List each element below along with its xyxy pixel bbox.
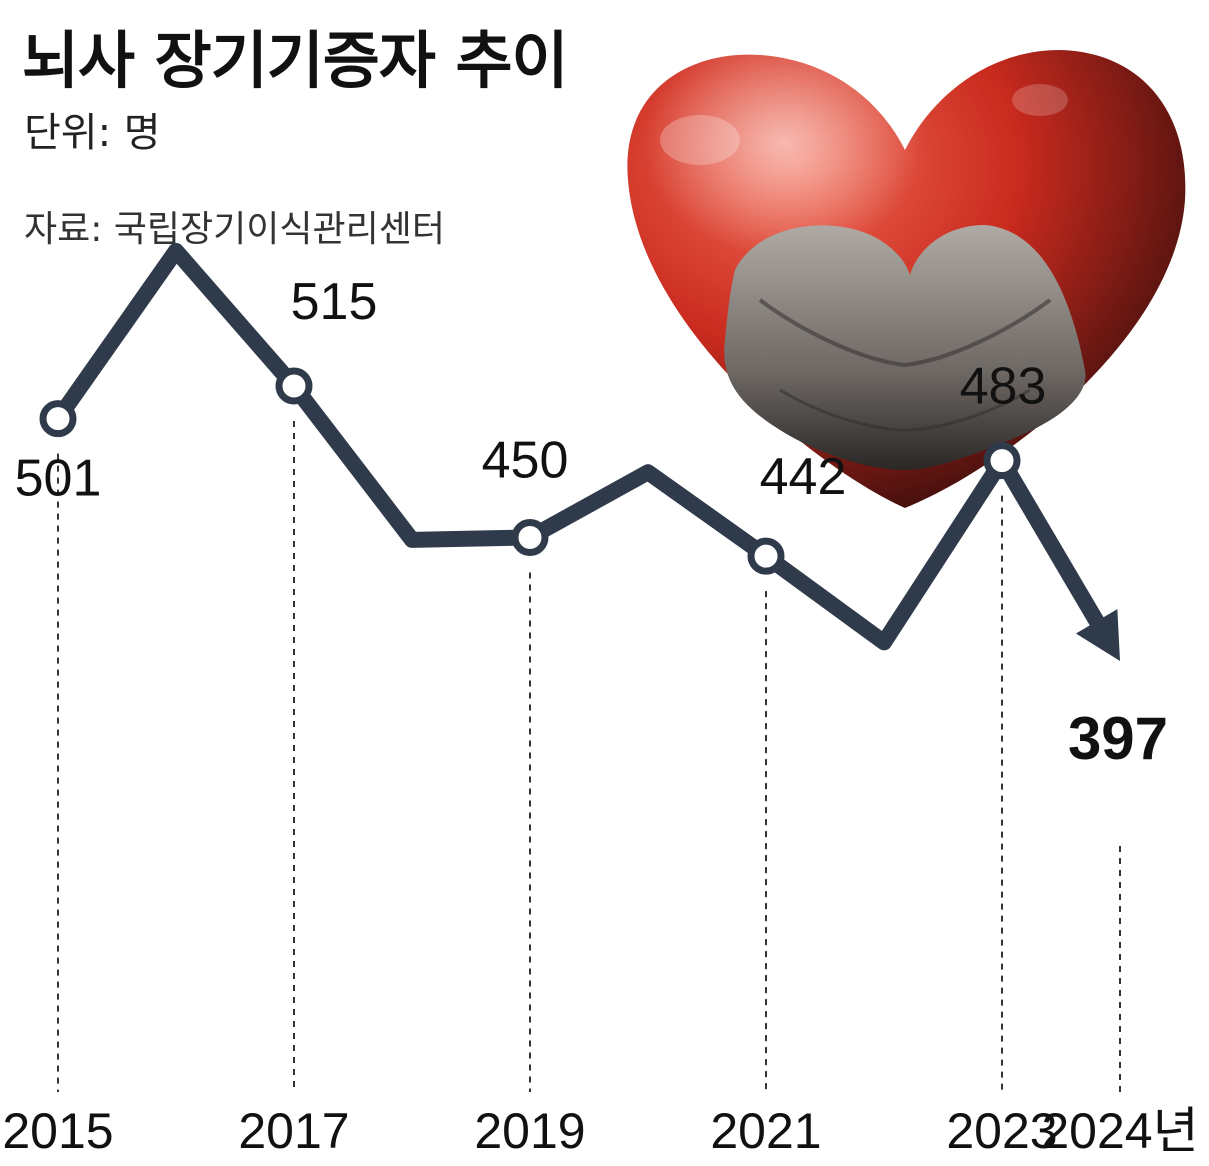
data-labels: 501 515 450 442 483 397 bbox=[15, 273, 1168, 772]
data-point-2015 bbox=[39, 400, 77, 438]
guide-lines bbox=[57, 421, 1121, 1092]
x-tick-2021: 2021 bbox=[710, 1103, 821, 1159]
data-label-2021: 442 bbox=[760, 448, 847, 506]
data-markers bbox=[39, 367, 1021, 575]
data-point-2017 bbox=[275, 367, 313, 405]
chart-title: 뇌사 장기기증자 추이 bbox=[22, 24, 569, 97]
heart-hands-illustration bbox=[627, 50, 1186, 508]
x-tick-2023: 2023 bbox=[946, 1103, 1057, 1159]
x-tick-2015: 2015 bbox=[2, 1103, 113, 1159]
x-tick-2019: 2019 bbox=[474, 1103, 585, 1159]
unit-label: 단위: 명 bbox=[24, 110, 161, 156]
source-label: 자료: 국립장기이식관리센터 bbox=[24, 209, 446, 250]
data-label-2019: 450 bbox=[482, 432, 569, 490]
x-tick-2024: 2024년 bbox=[1041, 1103, 1198, 1159]
data-label-2015: 501 bbox=[15, 450, 102, 508]
data-label-2017: 515 bbox=[291, 273, 378, 331]
series-line bbox=[50, 242, 1120, 661]
x-tick-2017: 2017 bbox=[238, 1103, 349, 1159]
data-point-2021 bbox=[747, 537, 785, 575]
series-path bbox=[50, 242, 1107, 651]
trend-arrowhead bbox=[1075, 609, 1120, 661]
data-point-2023 bbox=[983, 442, 1021, 480]
data-point-2019 bbox=[511, 519, 549, 556]
data-label-2023: 483 bbox=[960, 358, 1047, 416]
data-label-2024: 397 bbox=[1068, 705, 1168, 772]
